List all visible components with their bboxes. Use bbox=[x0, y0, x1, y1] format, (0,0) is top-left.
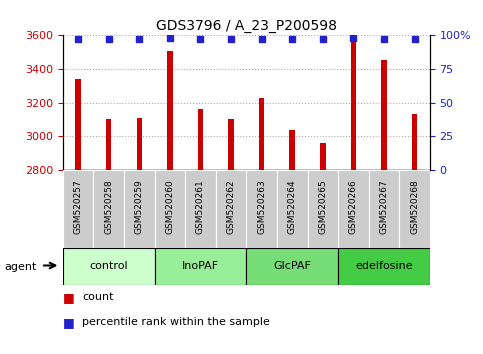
Bar bbox=[277, 170, 308, 248]
Text: GSM520264: GSM520264 bbox=[288, 179, 297, 234]
Bar bbox=[246, 170, 277, 248]
Text: GSM520261: GSM520261 bbox=[196, 179, 205, 234]
Bar bbox=[228, 119, 234, 170]
Bar bbox=[185, 170, 216, 248]
Text: GSM520266: GSM520266 bbox=[349, 179, 358, 234]
Bar bbox=[381, 60, 387, 170]
Text: ■: ■ bbox=[63, 291, 74, 304]
Text: percentile rank within the sample: percentile rank within the sample bbox=[82, 317, 270, 327]
Bar bbox=[137, 118, 142, 170]
Bar bbox=[338, 248, 430, 285]
Bar bbox=[63, 248, 155, 285]
Bar bbox=[259, 98, 264, 170]
Bar bbox=[124, 170, 155, 248]
Bar bbox=[93, 170, 124, 248]
Text: GSM520268: GSM520268 bbox=[410, 179, 419, 234]
Text: edelfosine: edelfosine bbox=[355, 261, 413, 272]
Bar bbox=[198, 109, 203, 170]
Bar bbox=[289, 130, 295, 170]
Bar bbox=[351, 42, 356, 170]
Bar bbox=[246, 248, 338, 285]
Text: GSM520267: GSM520267 bbox=[380, 179, 388, 234]
Bar bbox=[155, 170, 185, 248]
Bar bbox=[75, 79, 81, 170]
Text: GSM520263: GSM520263 bbox=[257, 179, 266, 234]
Text: count: count bbox=[82, 292, 114, 302]
Text: control: control bbox=[89, 261, 128, 272]
Text: GSM520265: GSM520265 bbox=[318, 179, 327, 234]
Bar bbox=[412, 114, 417, 170]
Text: ■: ■ bbox=[63, 316, 74, 329]
Bar bbox=[106, 119, 112, 170]
Text: InoPAF: InoPAF bbox=[182, 261, 219, 272]
Bar bbox=[320, 143, 326, 170]
Bar bbox=[308, 170, 338, 248]
Bar bbox=[399, 170, 430, 248]
Bar bbox=[167, 51, 172, 170]
Title: GDS3796 / A_23_P200598: GDS3796 / A_23_P200598 bbox=[156, 19, 337, 33]
Text: GlcPAF: GlcPAF bbox=[273, 261, 311, 272]
Bar bbox=[369, 170, 399, 248]
Bar bbox=[155, 248, 246, 285]
Text: GSM520259: GSM520259 bbox=[135, 179, 144, 234]
Bar bbox=[63, 170, 93, 248]
Bar bbox=[216, 170, 246, 248]
Text: GSM520257: GSM520257 bbox=[73, 179, 83, 234]
Text: agent: agent bbox=[5, 262, 37, 272]
Text: GSM520260: GSM520260 bbox=[165, 179, 174, 234]
Bar bbox=[338, 170, 369, 248]
Text: GSM520262: GSM520262 bbox=[227, 179, 236, 234]
Text: GSM520258: GSM520258 bbox=[104, 179, 113, 234]
